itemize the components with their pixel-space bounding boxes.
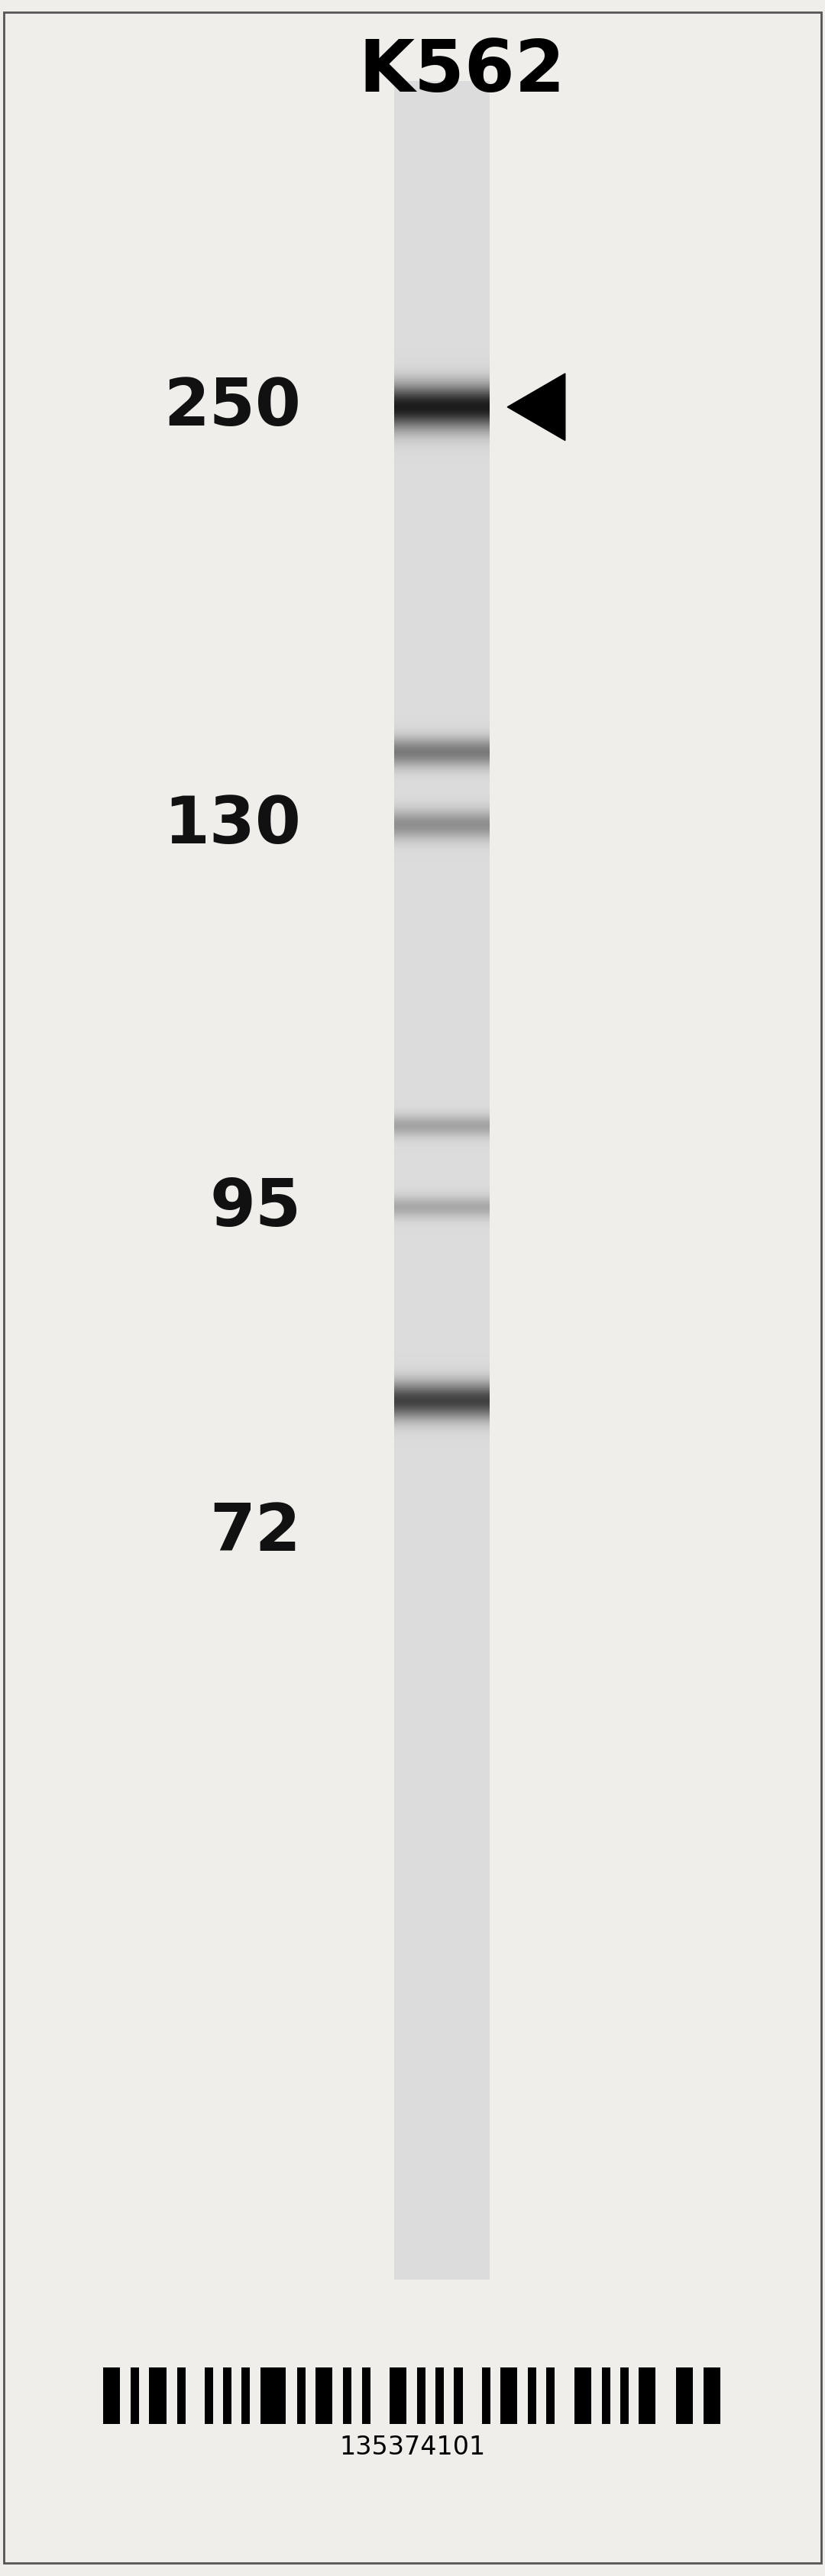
Bar <box>297 2367 305 2424</box>
Bar <box>131 2367 139 2424</box>
Bar <box>639 2367 656 2424</box>
Bar <box>620 2367 629 2424</box>
Bar <box>149 2367 167 2424</box>
Bar <box>500 2367 517 2424</box>
Text: 250: 250 <box>163 376 301 440</box>
Bar <box>205 2367 213 2424</box>
Bar <box>389 2367 407 2424</box>
Polygon shape <box>507 374 565 440</box>
Text: 130: 130 <box>163 793 301 858</box>
Bar <box>315 2367 332 2424</box>
Bar <box>574 2367 591 2424</box>
Text: 72: 72 <box>210 1502 301 1564</box>
Bar <box>436 2367 444 2424</box>
Bar <box>394 82 489 2280</box>
Bar <box>454 2367 463 2424</box>
Bar <box>704 2367 720 2424</box>
Bar <box>103 2367 120 2424</box>
Bar <box>601 2367 610 2424</box>
Bar <box>242 2367 250 2424</box>
Bar <box>343 2367 351 2424</box>
Bar <box>224 2367 232 2424</box>
Bar <box>177 2367 186 2424</box>
Bar <box>482 2367 490 2424</box>
Text: 95: 95 <box>210 1175 301 1239</box>
Bar <box>260 2367 285 2424</box>
Bar <box>361 2367 370 2424</box>
Text: K562: K562 <box>359 36 565 108</box>
Bar <box>546 2367 555 2424</box>
Bar <box>417 2367 426 2424</box>
Bar <box>676 2367 693 2424</box>
Bar <box>528 2367 536 2424</box>
Text: 135374101: 135374101 <box>339 2434 486 2460</box>
